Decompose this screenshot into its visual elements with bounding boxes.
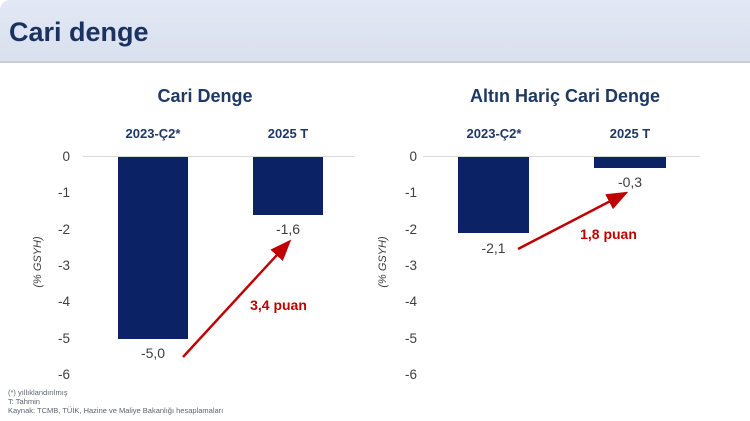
change-annotation: 3,4 puan: [250, 297, 307, 313]
y-axis-label: (% GSYH): [377, 236, 389, 288]
footnote-forecast: T: Tahmin: [8, 397, 40, 406]
y-tick: -1: [57, 185, 70, 200]
category-label-2025: 2025 T: [267, 126, 309, 141]
y-tick: -3: [57, 258, 70, 273]
y-tick: 0: [409, 149, 417, 164]
y-tick: -4: [404, 294, 417, 309]
y-tick: -4: [57, 294, 70, 309]
bar-2023: [118, 157, 188, 339]
y-tick: -5: [57, 331, 70, 346]
bar-2023: [458, 157, 529, 233]
zero-axis-line: [423, 156, 700, 157]
page-header: Cari denge: [0, 0, 750, 63]
value-label-2023: -5,0: [140, 345, 166, 361]
y-axis-label: (% GSYH): [32, 236, 44, 288]
chart-title: Cari Denge: [157, 86, 253, 106]
value-label-2025: -0,3: [617, 174, 643, 190]
category-label-2023: 2023-Ç2*: [125, 126, 181, 141]
chart-title: Altın Hariç Cari Denge: [469, 86, 661, 106]
change-annotation: 1,8 puan: [580, 226, 637, 242]
y-tick: -2: [404, 222, 417, 237]
footnote-annualized: (*) yıllıklandırılmış: [8, 388, 68, 397]
y-tick: -3: [404, 258, 417, 273]
bar-2025: [594, 157, 666, 168]
footnote-source: Kaynak: TCMB, TÜİK, Hazine ve Maliye Bak…: [8, 406, 224, 415]
footnotes: (*) yıllıklandırılmış T: Tahmin Kaynak: …: [8, 388, 223, 415]
y-tick: 0: [62, 149, 70, 164]
category-label-2025: 2025 T: [609, 126, 651, 141]
zero-axis-line: [83, 156, 355, 157]
y-tick: -1: [404, 185, 417, 200]
value-label-2023: -2,1: [481, 240, 506, 256]
y-tick: -6: [57, 367, 70, 382]
value-label-2025: -1,6: [275, 221, 301, 237]
page-title: Cari denge: [9, 17, 149, 47]
bar-2025: [253, 157, 323, 215]
y-tick: -5: [404, 331, 417, 346]
category-label-2023: 2023-Ç2*: [466, 126, 522, 141]
y-tick: -2: [57, 222, 70, 237]
y-tick: -6: [404, 367, 417, 382]
